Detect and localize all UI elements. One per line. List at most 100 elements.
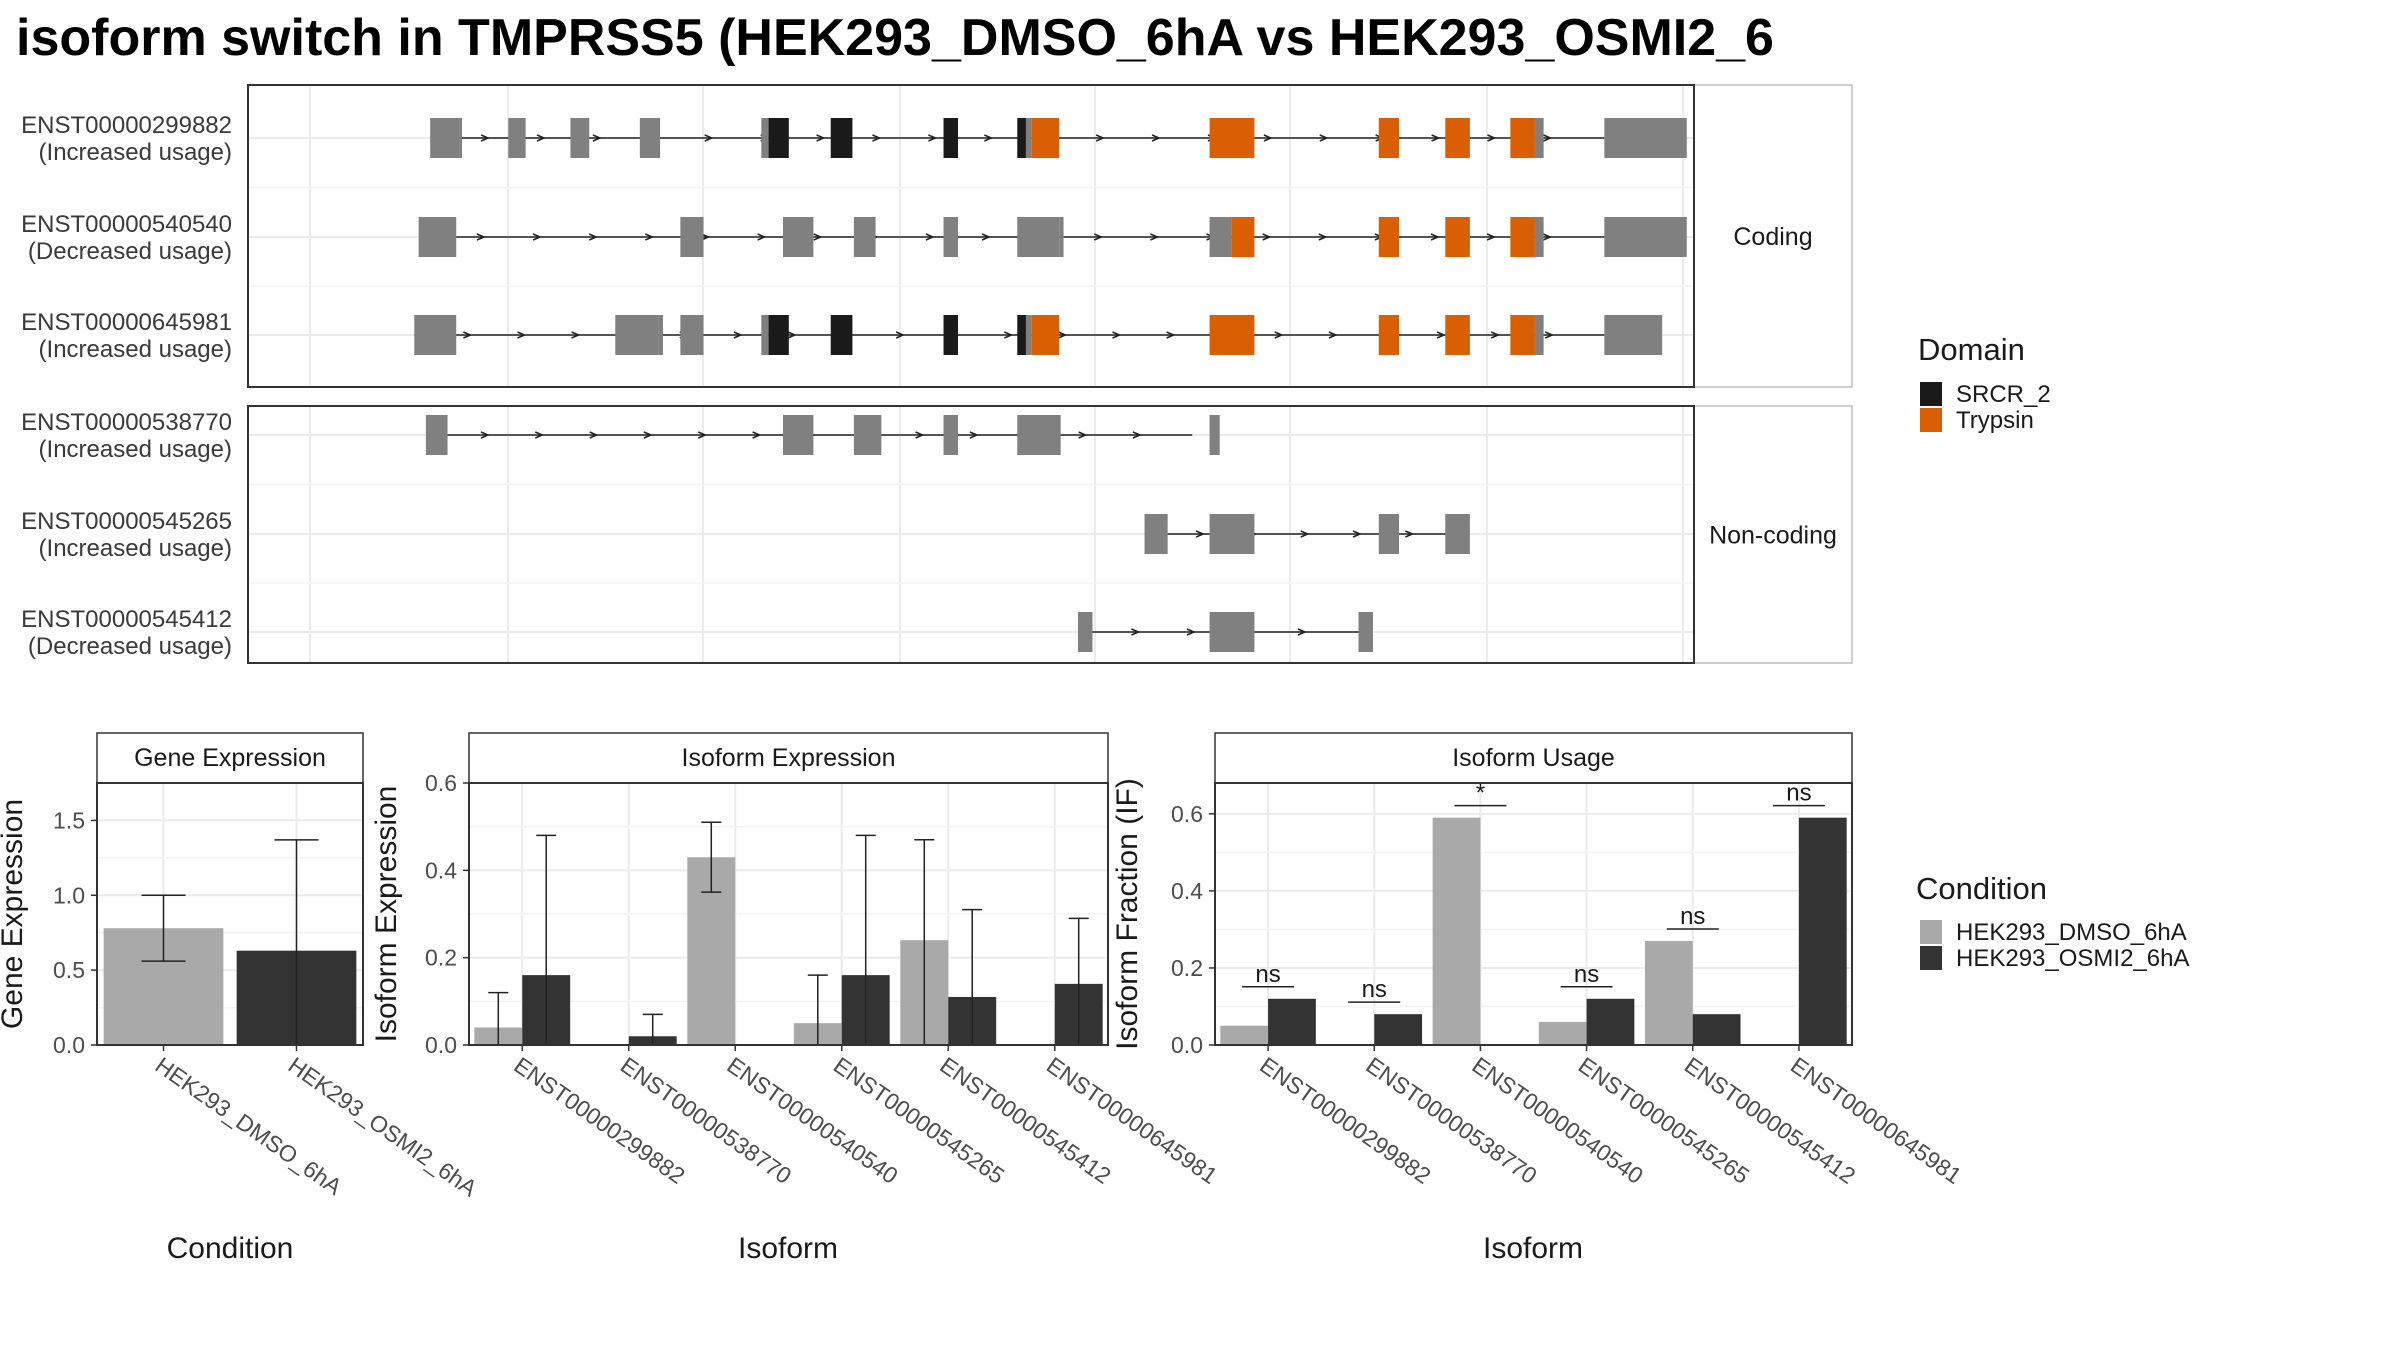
panel-strip <box>96 732 364 784</box>
legend-swatch <box>1920 408 1942 432</box>
x-tick-label: ENST00000645981 <box>1042 1052 1222 1189</box>
exon-block <box>1534 118 1544 158</box>
transcript-id: ENST00000299882 <box>21 112 232 139</box>
facet-strip <box>1693 84 1853 388</box>
x-tick-label: ENST00000538770 <box>616 1052 796 1189</box>
exon-block <box>1025 118 1032 158</box>
direction-arrow <box>1430 233 1440 241</box>
exon-block <box>830 315 853 355</box>
transcript-id: ENST00000645981 <box>21 309 232 336</box>
exon-block <box>658 315 664 355</box>
exon-block <box>1209 315 1255 355</box>
panel-border <box>96 782 364 1046</box>
direction-arrow <box>1405 530 1415 538</box>
bar <box>1220 1025 1269 1045</box>
legend-swatch <box>1920 946 1942 970</box>
y-tick-label: 1.0 <box>53 882 85 908</box>
legend-label: HEK293_DMSO_6hA <box>1956 919 2187 946</box>
direction-arrow <box>813 233 823 241</box>
exon-block <box>1445 315 1470 355</box>
significance-label: ns <box>1574 961 1599 988</box>
bar <box>1798 817 1847 1045</box>
direction-arrow <box>1093 233 1104 241</box>
exon-block <box>639 118 661 158</box>
exon-block <box>943 217 958 257</box>
direction-arrow <box>816 134 826 142</box>
exon-block <box>1510 315 1535 355</box>
bar <box>1644 940 1693 1045</box>
exon-block <box>1025 315 1032 355</box>
bar <box>1268 998 1316 1045</box>
direction-arrow <box>1328 331 1338 339</box>
x-axis-title: Isoform <box>1483 1232 1583 1265</box>
direction-arrow <box>757 233 767 241</box>
direction-arrow <box>1132 431 1142 439</box>
exon-block <box>615 315 659 355</box>
direction-arrow <box>1262 233 1272 241</box>
x-tick-label: ENST00000545265 <box>829 1052 1009 1189</box>
legend-label: Trypsin <box>1956 407 2034 434</box>
direction-arrow <box>1058 331 1068 339</box>
direction-arrow <box>592 134 602 142</box>
y-tick-label: 0.6 <box>1171 801 1203 827</box>
direction-arrow <box>1436 331 1446 339</box>
x-tick-label: ENST00000299882 <box>509 1052 689 1189</box>
direction-arrow <box>1352 530 1362 538</box>
direction-arrow <box>480 134 491 142</box>
exon-block <box>508 118 526 158</box>
transcript-structure: CodingNon-codingENST00000299882(Increase… <box>21 84 1853 664</box>
bar <box>1586 998 1635 1045</box>
direction-arrow <box>476 233 486 241</box>
direction-arrow <box>1186 628 1196 636</box>
direction-arrow <box>1542 233 1553 241</box>
y-tick-label: 0.5 <box>53 957 85 983</box>
structure-panel-border <box>247 405 1695 664</box>
exon-block <box>418 217 457 257</box>
exon-block <box>830 118 853 158</box>
direction-arrow <box>872 134 882 142</box>
direction-arrow <box>895 331 906 339</box>
direction-arrow <box>1151 134 1161 142</box>
bar-panels: Gene Expression0.00.51.01.5HEK293_DMSO_6… <box>0 732 1966 1265</box>
x-tick-label: ENST00000545265 <box>1574 1052 1754 1189</box>
direction-arrow <box>589 431 599 439</box>
bar <box>1432 817 1481 1045</box>
transcript-id: ENST00000538770 <box>21 409 232 436</box>
direction-arrow <box>1431 134 1441 142</box>
transcript-id: ENST00000545265 <box>21 508 232 535</box>
exon-block <box>761 118 769 158</box>
exon-block <box>943 315 958 355</box>
transcript-usage: (Increased usage) <box>39 139 232 166</box>
y-axis-title: Gene Expression <box>0 799 29 1029</box>
significance-label: ns <box>1362 976 1387 1003</box>
x-tick-label: ENST00000545412 <box>935 1052 1115 1189</box>
facet-strip <box>1693 405 1853 664</box>
direction-arrow <box>752 431 762 439</box>
direction-arrow <box>1004 331 1014 339</box>
direction-arrow <box>1195 530 1206 538</box>
transcript-usage: (Decreased usage) <box>28 238 232 265</box>
direction-arrow <box>1486 233 1497 241</box>
direction-arrow <box>1112 331 1122 339</box>
direction-arrow <box>1131 628 1141 636</box>
legend-swatch <box>1920 920 1942 944</box>
direction-arrow <box>1300 530 1310 538</box>
exon-block <box>1209 415 1220 455</box>
exon-block <box>1604 217 1687 257</box>
transcript-usage: (Increased usage) <box>39 436 232 463</box>
exon-block <box>1059 217 1064 257</box>
direction-arrow <box>1318 233 1328 241</box>
y-tick-label: 1.5 <box>53 807 85 833</box>
direction-arrow <box>915 431 925 439</box>
direction-arrow <box>981 233 991 241</box>
x-tick-label: ENST00000299882 <box>1255 1052 1435 1189</box>
direction-arrow <box>1297 628 1307 636</box>
significance-label: ns <box>1786 780 1811 807</box>
direction-arrow <box>643 431 653 439</box>
y-axis-title: Isoform Expression <box>370 786 403 1043</box>
direction-arrow <box>588 233 599 241</box>
direction-arrow <box>1078 431 1088 439</box>
direction-arrow <box>928 134 938 142</box>
